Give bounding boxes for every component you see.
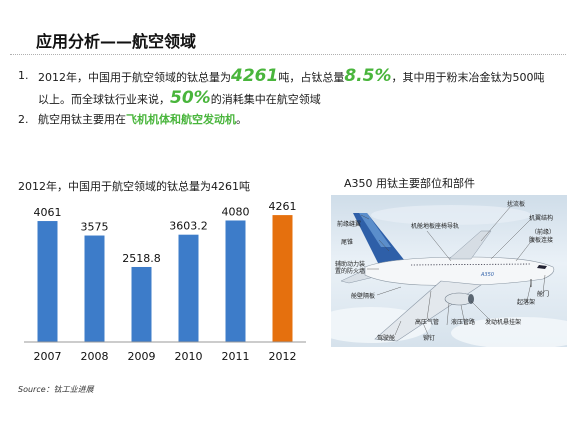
- bullet-1-text-d: 以上。而全球钛行业来说，: [38, 93, 170, 106]
- value-label-2012: 4261: [269, 200, 297, 213]
- label-engine-pylon: 发动机悬挂架: [485, 319, 522, 326]
- x-tick-2010: 2010: [175, 350, 203, 363]
- bar-2008: [84, 235, 105, 342]
- value-label-2008: 3575: [81, 221, 109, 234]
- label-fastener: 铆钉: [423, 335, 436, 342]
- label-rudder-device: 腹板连接: [529, 237, 554, 244]
- label-high-pressure-duct: 高压气管: [415, 319, 440, 326]
- aircraft-illustration: A350: [331, 205, 567, 347]
- bullet-1-text-c: ，其中用于粉末冶金钛为500吨: [391, 71, 545, 84]
- bullet-1-text-e: 的消耗集中在航空领域: [210, 93, 321, 106]
- bullet-2: 2. 航空用钛主要用在飞机机体和航空发动机。: [18, 110, 566, 130]
- bullet-2-text-b: 。: [236, 113, 247, 126]
- source-note: Source：钛工业进展: [18, 385, 94, 394]
- value-label-2011: 4080: [222, 205, 250, 218]
- value-label-2009: 2518.8: [122, 252, 161, 265]
- bullet-1-text-a: 2012年，中国用于航空领域的钛总量为: [38, 71, 231, 84]
- label-floor-beam: 机舱地板座椅导轨: [411, 223, 460, 230]
- bullet-2-number: 2.: [18, 113, 29, 126]
- value-label-2010: 3603.2: [169, 220, 208, 233]
- livery-text: A350: [480, 272, 494, 278]
- label-leading-edge: 前缘缝翼: [337, 221, 362, 228]
- label-fuselage-frame: 机翼结构: [529, 215, 554, 222]
- bullet-1: 1. 2012年，中国用于航空领域的钛总量为4261吨，占钛总量8.5%，其中用…: [18, 66, 566, 110]
- bar-2011: [225, 220, 246, 342]
- x-tick-2012: 2012: [269, 350, 297, 363]
- bullet-1-number: 1.: [18, 69, 29, 82]
- x-tick-2007: 2007: [34, 350, 62, 363]
- label-outer-cabin: 驾驶舱: [377, 335, 396, 342]
- figure-title: A350 用钛主要部位和部件: [344, 177, 476, 190]
- label-wing-spoiler: 扰流板: [507, 201, 526, 208]
- bullet-2-highlight: 飞机机体和航空发动机: [126, 113, 236, 126]
- x-tick-2008: 2008: [81, 350, 109, 363]
- label-cabin: 舱壁隔板: [351, 293, 376, 300]
- bar-2007: [37, 221, 58, 342]
- label-front-rib: （前缘）: [531, 229, 556, 236]
- bar-2009: [131, 266, 152, 342]
- title-divider: [10, 54, 566, 55]
- a350-figure: A350 扰流板 机翼结构 （前缘）: [331, 195, 567, 347]
- chart-title: 2012年，中国用于航空领域的钛总量为4261吨: [18, 180, 250, 193]
- label-tail-cone: 尾锥: [341, 239, 354, 246]
- label-door: 舱门: [537, 291, 550, 298]
- bullet-1-value-percent: 8.5%: [344, 66, 392, 86]
- bullet-1-value-global: 50%: [170, 88, 211, 108]
- bullet-1-text-b: 吨，占钛总量: [278, 71, 345, 84]
- value-label-2007: 4061: [34, 206, 62, 219]
- label-hydraulic: 液压管路: [451, 319, 476, 326]
- bar-2010: [178, 234, 199, 342]
- bullet-2-text-a: 航空用钛主要用在: [38, 113, 126, 126]
- bullet-1-value-tons: 4261: [231, 66, 279, 86]
- x-tick-2011: 2011: [222, 350, 250, 363]
- bar-2012: [272, 215, 293, 342]
- slide-title: 应用分析——航空领域: [36, 32, 197, 51]
- x-tick-2009: 2009: [128, 350, 156, 363]
- label-auxiliary: 辅助动力装置的防火墙: [335, 261, 366, 275]
- bullet-list: 1. 2012年，中国用于航空领域的钛总量为4261吨，占钛总量8.5%，其中用…: [18, 66, 566, 130]
- label-landing-gear: 起落架: [517, 299, 536, 306]
